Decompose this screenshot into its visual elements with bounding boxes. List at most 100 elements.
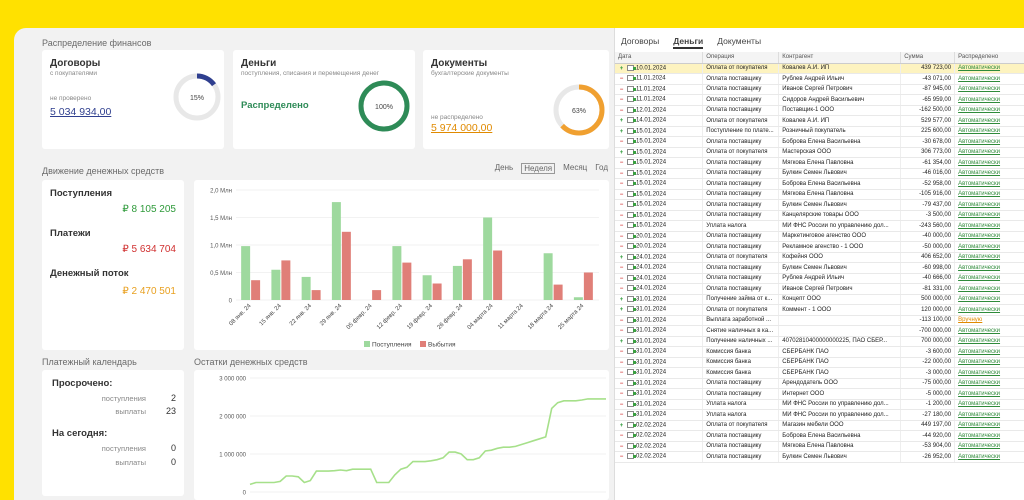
overdue-payments-count[interactable]: 23	[165, 406, 176, 416]
row-distribution-link[interactable]: Автоматически	[954, 388, 1024, 400]
table-row[interactable]: − 31.01.2024 Выплата заработной ... -113 10…	[615, 315, 1024, 326]
table-row[interactable]: − 31.01.2024 Комиссия банка СБЕРБАНК ПАО -22…	[615, 357, 1024, 368]
table-row[interactable]: − 15.01.2024 Оплата поставщику Булкин Семен…	[615, 168, 1024, 179]
row-distribution-link[interactable]: Автоматически	[954, 252, 1024, 263]
table-row[interactable]: − 24.01.2024 Оплата поставщику Иванов Серге…	[615, 283, 1024, 295]
row-distribution-link[interactable]: Автоматически	[954, 304, 1024, 316]
col-sum[interactable]: Сумма	[900, 52, 956, 64]
row-distribution-link[interactable]: Автоматически	[954, 115, 1024, 127]
table-row[interactable]: − 24.01.2024 Оплата поставщику Рублев Андре…	[615, 273, 1024, 284]
row-distribution-link[interactable]: Автоматически	[954, 157, 1024, 169]
contracts-card[interactable]: Договоры с покупателями не проверено 5 0…	[42, 50, 224, 149]
table-row[interactable]: − 31.01.2024 Комиссия банка СБЕРБАНК ПАО -3 …	[615, 346, 1024, 358]
table-row[interactable]: +31.01.2024 Получение займа от к... Концеп…	[615, 294, 1024, 305]
col-date[interactable]: Дата	[615, 52, 704, 64]
table-row[interactable]: +15.01.2024 Оплата от покупателя Мастерска…	[615, 147, 1024, 158]
table-row[interactable]: +10.01.2024 Оплата от покупателя Ковалев А…	[615, 63, 1024, 74]
documents-card[interactable]: Документы бухгалтерские документы не рас…	[423, 50, 609, 149]
table-row[interactable]: − 31.01.2024 Оплата поставщику Арендодатель…	[615, 378, 1024, 389]
row-distribution-link[interactable]: Автоматически	[954, 273, 1024, 284]
table-row[interactable]: − 15.01.2024 Уплата налога МИ ФНС России по…	[615, 220, 1024, 232]
table-row[interactable]: − 02.02.2024 Оплата поставщику Булкин Семен…	[615, 451, 1024, 463]
table-row[interactable]: +02.02.2024 Оплата от покупателя Магазин м…	[615, 420, 1024, 431]
row-distribution-link[interactable]: Автоматически	[954, 409, 1024, 421]
row-distribution-link[interactable]: Автоматически	[954, 94, 1024, 106]
row-distribution-link[interactable]: Автоматически	[954, 262, 1024, 274]
row-distribution-link[interactable]: Автоматически	[954, 63, 1024, 74]
row-distribution-link[interactable]: Автоматически	[954, 336, 1024, 347]
row-distribution-link[interactable]: Автоматически	[954, 367, 1024, 379]
period-year[interactable]: Год	[595, 163, 608, 172]
table-row[interactable]: − 11.01.2024 Оплата поставщику Рублев Андре…	[615, 73, 1024, 85]
row-distribution-link[interactable]: Автоматически	[954, 168, 1024, 179]
table-row[interactable]: − 31.01.2024 Уплата налога МИ ФНС России по…	[615, 409, 1024, 421]
row-operation: Оплата поставщику	[702, 84, 780, 95]
row-distribution-link[interactable]: Автоматически	[954, 105, 1024, 116]
tab-documents[interactable]: Документы	[717, 36, 762, 46]
table-row[interactable]: − 31.01.2024 Уплата налога МИ ФНС России по…	[615, 399, 1024, 410]
table-row[interactable]: +31.01.2024 Оплата от покупателя Коммент -…	[615, 304, 1024, 316]
table-row[interactable]: − 11.01.2024 Оплата поставщику Сидоров Андр…	[615, 94, 1024, 106]
row-distribution-link[interactable]: Автоматически	[954, 126, 1024, 137]
table-row[interactable]: − 31.01.2024 Оплата поставщику Интернет ООО…	[615, 388, 1024, 400]
row-distribution-link[interactable]: Автоматически	[954, 178, 1024, 190]
table-row[interactable]: − 15.01.2024 Оплата поставщику Канцелярские…	[615, 210, 1024, 221]
table-row[interactable]: +31.01.2024 Получение наличных ... 4070281…	[615, 336, 1024, 347]
period-week[interactable]: Неделя	[521, 163, 556, 174]
x-tick-label: 26 февр. 24	[437, 303, 465, 331]
row-distribution-link[interactable]: Автоматически	[954, 189, 1024, 200]
table-row[interactable]: +24.01.2024 Оплата от покупателя Кофейня О…	[615, 252, 1024, 263]
row-distribution-link[interactable]: Автоматически	[954, 325, 1024, 337]
tab-money[interactable]: Деньги	[673, 36, 704, 49]
today-payments-count[interactable]: 0	[170, 457, 176, 467]
table-row[interactable]: − 15.01.2024 Оплата поставщику Булкин Семен…	[615, 199, 1024, 211]
col-operation[interactable]: Операция	[702, 52, 780, 64]
row-distribution-link[interactable]: Вручную	[954, 315, 1024, 326]
today-income-count[interactable]: 0	[170, 443, 176, 453]
row-distribution-link[interactable]: Автоматически	[954, 399, 1024, 410]
table-row[interactable]: − 15.01.2024 Оплата поставщику Боброва Елен…	[615, 136, 1024, 148]
row-distribution-link[interactable]: Автоматически	[954, 451, 1024, 463]
table-row[interactable]: − 20.01.2024 Оплата поставщику Маркетингово…	[615, 231, 1024, 242]
table-row[interactable]: − 11.01.2024 Оплата поставщику Иванов Серге…	[615, 84, 1024, 95]
table-row[interactable]: − 31.01.2024 Комиссия банка СБЕРБАНК ПАО -3 …	[615, 367, 1024, 379]
row-distribution-link[interactable]: Автоматически	[954, 357, 1024, 368]
period-day[interactable]: День	[494, 163, 514, 172]
row-distribution-link[interactable]: Автоматически	[954, 241, 1024, 253]
table-row[interactable]: − 15.01.2024 Оплата поставщику Мягкова Елен…	[615, 157, 1024, 169]
col-party[interactable]: Контрагент	[778, 52, 902, 64]
tab-contracts[interactable]: Договоры	[621, 36, 660, 46]
row-distribution-link[interactable]: Автоматически	[954, 210, 1024, 221]
table-row[interactable]: − 15.01.2024 Оплата поставщику Боброва Елен…	[615, 178, 1024, 190]
money-card[interactable]: Деньги поступления, списания и перемещен…	[233, 50, 415, 149]
overdue-income-count[interactable]: 2	[170, 393, 176, 403]
table-row[interactable]: − 24.01.2024 Оплата поставщику Булкин Семен…	[615, 262, 1024, 274]
row-distribution-link[interactable]: Автоматически	[954, 346, 1024, 358]
contracts-amount[interactable]: 5 034 934,00	[50, 106, 112, 118]
table-row[interactable]: − 15.01.2024 Оплата поставщику Мягкова Елен…	[615, 189, 1024, 200]
table-row[interactable]: +14.01.2024 Оплата от покупателя Ковалев А…	[615, 115, 1024, 127]
row-distribution-link[interactable]: Автоматически	[954, 136, 1024, 148]
table-row[interactable]: − 02.02.2024 Оплата поставщику Мягкова Елен…	[615, 441, 1024, 452]
table-row[interactable]: − 20.01.2024 Оплата поставщику Рекламное аг…	[615, 241, 1024, 253]
row-distribution-link[interactable]: Автоматически	[954, 147, 1024, 158]
period-month[interactable]: Месяц	[563, 163, 588, 172]
row-distribution-link[interactable]: Автоматически	[954, 294, 1024, 305]
table-row[interactable]: − 02.02.2024 Оплата поставщику Боброва Елен…	[615, 430, 1024, 442]
row-distribution-link[interactable]: Автоматически	[954, 441, 1024, 452]
row-distribution-link[interactable]: Автоматически	[954, 283, 1024, 295]
table-row[interactable]: − 12.01.2024 Оплата поставщику Поставщик-1 …	[615, 105, 1024, 116]
row-distribution-link[interactable]: Автоматически	[954, 199, 1024, 211]
row-distribution-link[interactable]: Автоматически	[954, 378, 1024, 389]
row-distribution-link[interactable]: Автоматически	[954, 84, 1024, 95]
row-distribution-link[interactable]: Автоматически	[954, 420, 1024, 431]
table-row[interactable]: +15.01.2024 Поступление по плате... Рознич…	[615, 126, 1024, 137]
row-distribution-link[interactable]: Автоматически	[954, 73, 1024, 85]
col-distributed[interactable]: Распределено	[954, 52, 1024, 64]
row-distribution-link[interactable]: Автоматически	[954, 220, 1024, 232]
overdue-payments-label: выплаты	[115, 407, 146, 416]
row-distribution-link[interactable]: Автоматически	[954, 231, 1024, 242]
row-distribution-link[interactable]: Автоматически	[954, 430, 1024, 442]
table-row[interactable]: − 31.01.2024 Снятие наличных в ка... -700 0…	[615, 325, 1024, 337]
documents-amount[interactable]: 5 974 000,00	[431, 122, 493, 134]
